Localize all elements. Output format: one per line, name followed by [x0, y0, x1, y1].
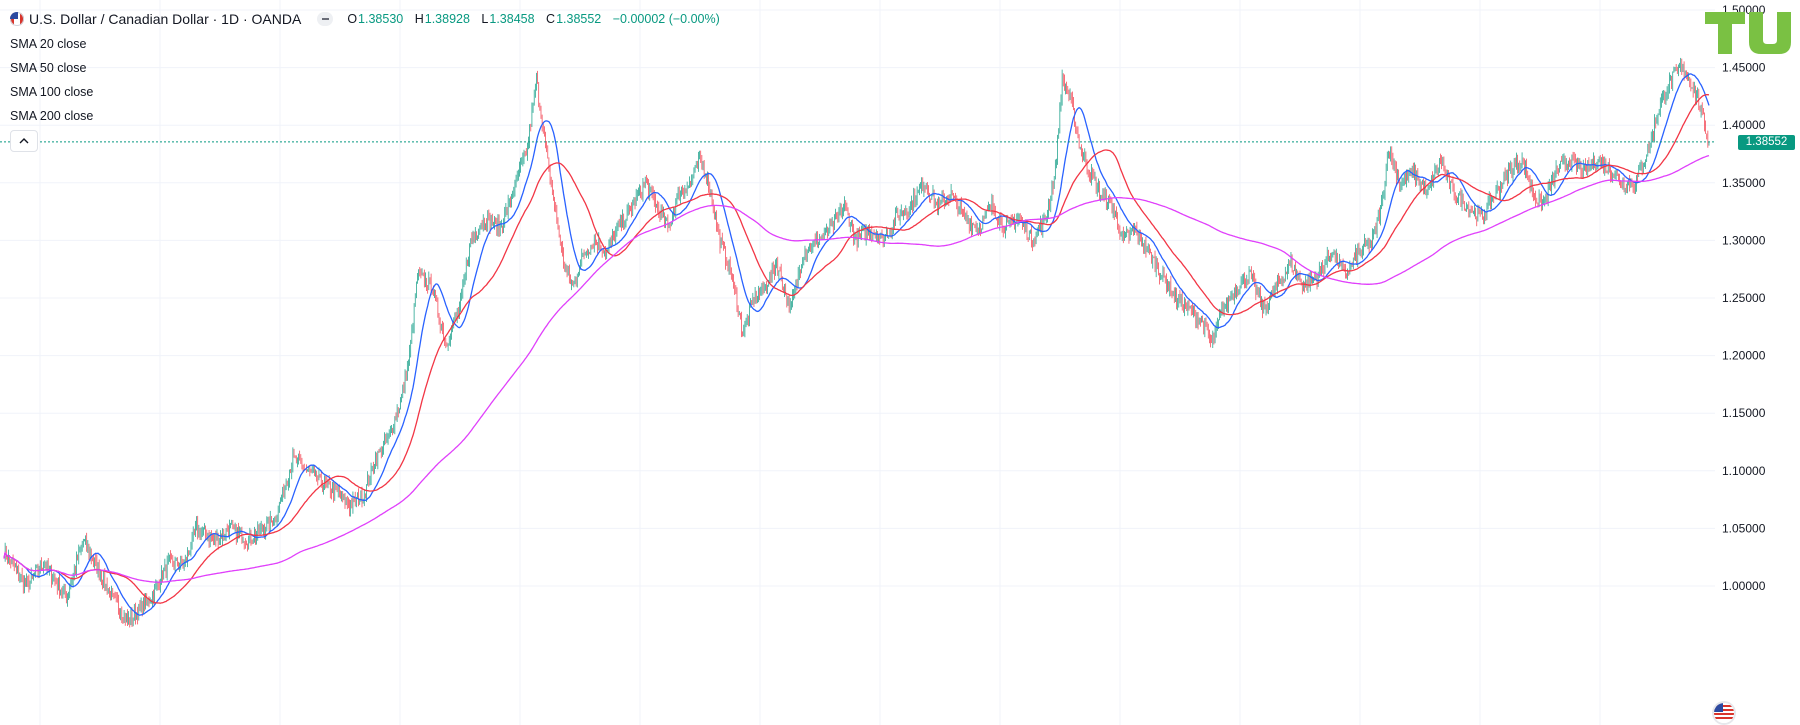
- sma-50-line: [3, 93, 1710, 604]
- close-label: C: [546, 12, 556, 26]
- moving-averages: [3, 73, 1710, 616]
- close-value: 1.38552: [556, 12, 602, 26]
- y-tick-label: 1.40000: [1722, 118, 1766, 132]
- indicator-sma-200[interactable]: SMA 200 close: [10, 109, 94, 123]
- y-tick-label: 1.20000: [1722, 349, 1766, 363]
- y-tick-label: 1.15000: [1722, 406, 1766, 420]
- indicator-sma-100[interactable]: SMA 100 close: [10, 85, 94, 99]
- indicator-list: SMA 20 close SMA 50 close SMA 100 close …: [10, 32, 728, 128]
- open-label: O: [347, 12, 358, 26]
- y-tick-label: 1.25000: [1722, 291, 1766, 305]
- symbol-title[interactable]: U.S. Dollar / Canadian Dollar · 1D · OAN…: [29, 11, 302, 27]
- y-tick-label: 1.30000: [1722, 233, 1766, 247]
- sma-200-line: [3, 154, 1710, 583]
- y-tick-label: 1.00000: [1722, 579, 1766, 593]
- y-tick-label: 1.10000: [1722, 464, 1766, 478]
- price-axis[interactable]: 1.00000 1.05000 1.10000 1.15000 1.20000 1.250…: [1722, 3, 1766, 593]
- symbol-row: U.S. Dollar / Canadian Dollar · 1D · OAN…: [10, 10, 728, 28]
- collapse-legend-button[interactable]: [10, 130, 38, 152]
- y-tick-label: 1.05000: [1722, 521, 1766, 535]
- chart-legend: U.S. Dollar / Canadian Dollar · 1D · OAN…: [10, 10, 728, 152]
- ohlc-values: O1.38530 H1.38928 L1.38458 C1.38552 −0.0…: [347, 11, 727, 27]
- indicator-sma-20[interactable]: SMA 20 close: [10, 37, 87, 51]
- chevron-up-icon: [19, 138, 29, 144]
- sma-20-line: [3, 73, 1710, 616]
- minus-icon[interactable]: [317, 12, 334, 26]
- us-flag-icon[interactable]: [1714, 703, 1734, 723]
- grid: [0, 0, 1715, 725]
- high-value: 1.38928: [424, 12, 470, 26]
- us-ca-flag-icon: [10, 12, 24, 26]
- last-price-badge: 1.38552: [1738, 134, 1795, 150]
- open-value: 1.38530: [358, 12, 404, 26]
- tu-logo-icon: [1703, 10, 1791, 61]
- low-label: L: [481, 12, 489, 26]
- low-value: 1.38458: [489, 12, 535, 26]
- y-tick-label: 1.45000: [1722, 61, 1766, 75]
- high-label: H: [414, 12, 424, 26]
- indicator-sma-50[interactable]: SMA 50 close: [10, 61, 87, 75]
- y-tick-label: 1.35000: [1722, 176, 1766, 190]
- change-value: −0.00002 (−0.00%): [612, 12, 720, 26]
